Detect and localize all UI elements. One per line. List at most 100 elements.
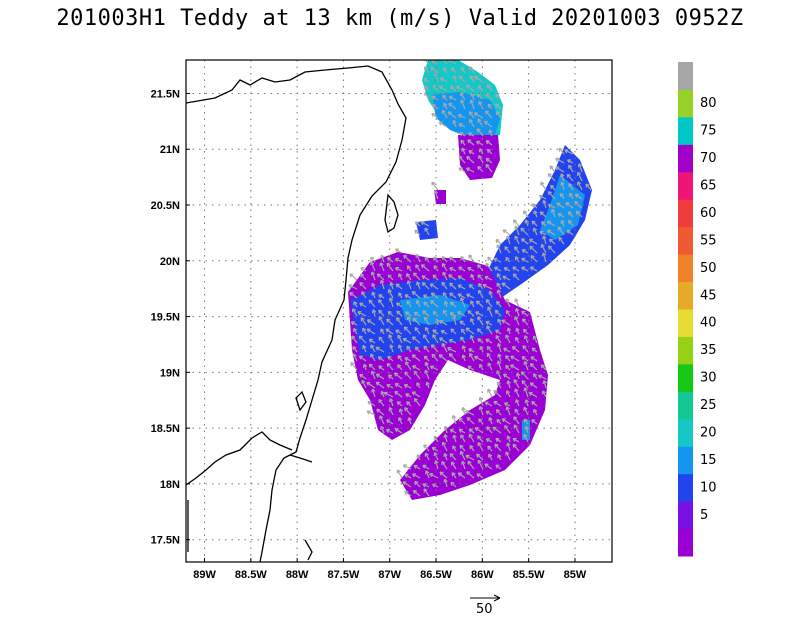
wind-vector bbox=[529, 363, 538, 371]
wind-vector bbox=[370, 256, 376, 263]
wind-vector bbox=[368, 363, 376, 371]
wind-vector bbox=[513, 424, 520, 434]
wind-vector bbox=[521, 249, 529, 254]
wind-vector bbox=[477, 459, 484, 470]
wind-vector bbox=[523, 335, 529, 344]
wind-vector bbox=[422, 464, 430, 470]
wind-vector bbox=[366, 410, 376, 416]
y-tick-label: 17.5N bbox=[151, 535, 180, 547]
wind-vector bbox=[362, 363, 368, 371]
wind-vector bbox=[443, 67, 448, 74]
wind-vector bbox=[424, 256, 430, 263]
wind-vector bbox=[378, 365, 385, 371]
x-tick-label: 87W bbox=[378, 569, 401, 581]
wind-vector bbox=[478, 406, 484, 416]
wind-vector bbox=[420, 264, 430, 272]
wind-vector bbox=[503, 347, 511, 353]
wind-vector bbox=[574, 193, 583, 200]
wind-vector bbox=[451, 472, 457, 479]
wind-vector bbox=[487, 256, 493, 263]
wind-vector bbox=[361, 379, 367, 389]
wind-vector bbox=[475, 311, 484, 317]
wind-vector bbox=[378, 316, 385, 326]
wind-vector bbox=[425, 381, 430, 389]
wind-vector bbox=[413, 464, 421, 470]
wind-vector bbox=[398, 417, 403, 425]
wind-vector bbox=[495, 437, 502, 443]
wind-vector bbox=[378, 336, 385, 344]
wind-vector bbox=[413, 397, 421, 407]
wind-vector bbox=[522, 328, 529, 335]
wind-vector bbox=[515, 399, 520, 407]
wind-vector bbox=[465, 84, 475, 92]
wind-vector bbox=[442, 94, 448, 101]
wind-vector bbox=[474, 355, 484, 362]
coastline bbox=[186, 65, 407, 562]
wind-vector bbox=[528, 238, 538, 245]
wind-vector bbox=[495, 239, 502, 245]
wind-vector bbox=[485, 299, 493, 308]
wind-vector bbox=[397, 364, 403, 371]
longitude-tick-labels: 89W 88.5W 88W 87.5W 87W 86.5W 86W 85.5W 85W bbox=[193, 569, 587, 581]
wind-vector bbox=[547, 190, 556, 200]
wind-vector bbox=[351, 335, 358, 344]
wind-vector bbox=[412, 365, 421, 371]
wind-vector bbox=[432, 256, 439, 263]
wind-vector bbox=[414, 229, 421, 236]
wind-vector bbox=[366, 381, 376, 389]
wind-vector bbox=[442, 309, 448, 317]
wind-vector bbox=[505, 256, 511, 263]
wind-vector bbox=[394, 383, 403, 389]
wind-vector bbox=[494, 443, 502, 452]
wind-vector bbox=[459, 444, 466, 452]
wind-vector bbox=[415, 299, 421, 308]
wind-vector bbox=[413, 370, 421, 380]
wind-vector bbox=[396, 317, 403, 326]
wind-vector bbox=[484, 401, 493, 407]
wind-vector bbox=[492, 426, 502, 434]
wind-vector bbox=[485, 110, 493, 119]
wind-vector bbox=[565, 202, 574, 209]
wind-vector bbox=[505, 390, 511, 398]
wind-vector bbox=[460, 66, 466, 74]
wind-vector bbox=[475, 140, 484, 146]
y-tick-label: 18N bbox=[160, 479, 180, 491]
wind-vector bbox=[406, 401, 412, 407]
wind-vector bbox=[475, 300, 484, 308]
colorbar-label: 50 bbox=[700, 261, 717, 276]
wind-vector bbox=[352, 353, 358, 362]
wind-vector bbox=[460, 99, 466, 110]
wind-vector bbox=[368, 299, 376, 308]
wind-vector bbox=[375, 346, 385, 353]
wind-vector bbox=[425, 470, 430, 479]
colorbar-segment bbox=[678, 62, 693, 90]
wind-vector bbox=[403, 326, 412, 335]
wind-vector bbox=[360, 273, 367, 281]
wind-vector bbox=[487, 445, 493, 452]
coastline-island-2 bbox=[289, 454, 313, 463]
colorbar-label: 75 bbox=[700, 124, 717, 139]
wind-vector bbox=[431, 446, 439, 452]
wind-vector bbox=[447, 346, 457, 353]
wind-vector bbox=[461, 407, 466, 416]
wind-vector bbox=[360, 267, 367, 272]
wind-vector bbox=[459, 320, 466, 326]
wind-vector bbox=[455, 85, 466, 92]
wind-vector bbox=[521, 356, 529, 362]
wind-vector bbox=[423, 355, 430, 362]
x-tick-label: 89W bbox=[193, 569, 216, 581]
wind-vector bbox=[394, 257, 403, 263]
wind-vector bbox=[353, 301, 358, 308]
wind-vector bbox=[375, 373, 385, 380]
wind-vector bbox=[522, 318, 529, 326]
y-tick-label: 20.5N bbox=[151, 200, 180, 212]
wind-vector bbox=[412, 317, 421, 326]
wind-vector bbox=[378, 299, 385, 308]
wind-vector bbox=[548, 245, 556, 254]
wind-vector bbox=[449, 453, 457, 461]
wind-vector bbox=[488, 417, 493, 425]
wind-vector bbox=[524, 219, 529, 227]
wind-vector bbox=[441, 109, 448, 119]
wind-vector bbox=[477, 85, 484, 92]
wind-vector bbox=[560, 181, 565, 191]
